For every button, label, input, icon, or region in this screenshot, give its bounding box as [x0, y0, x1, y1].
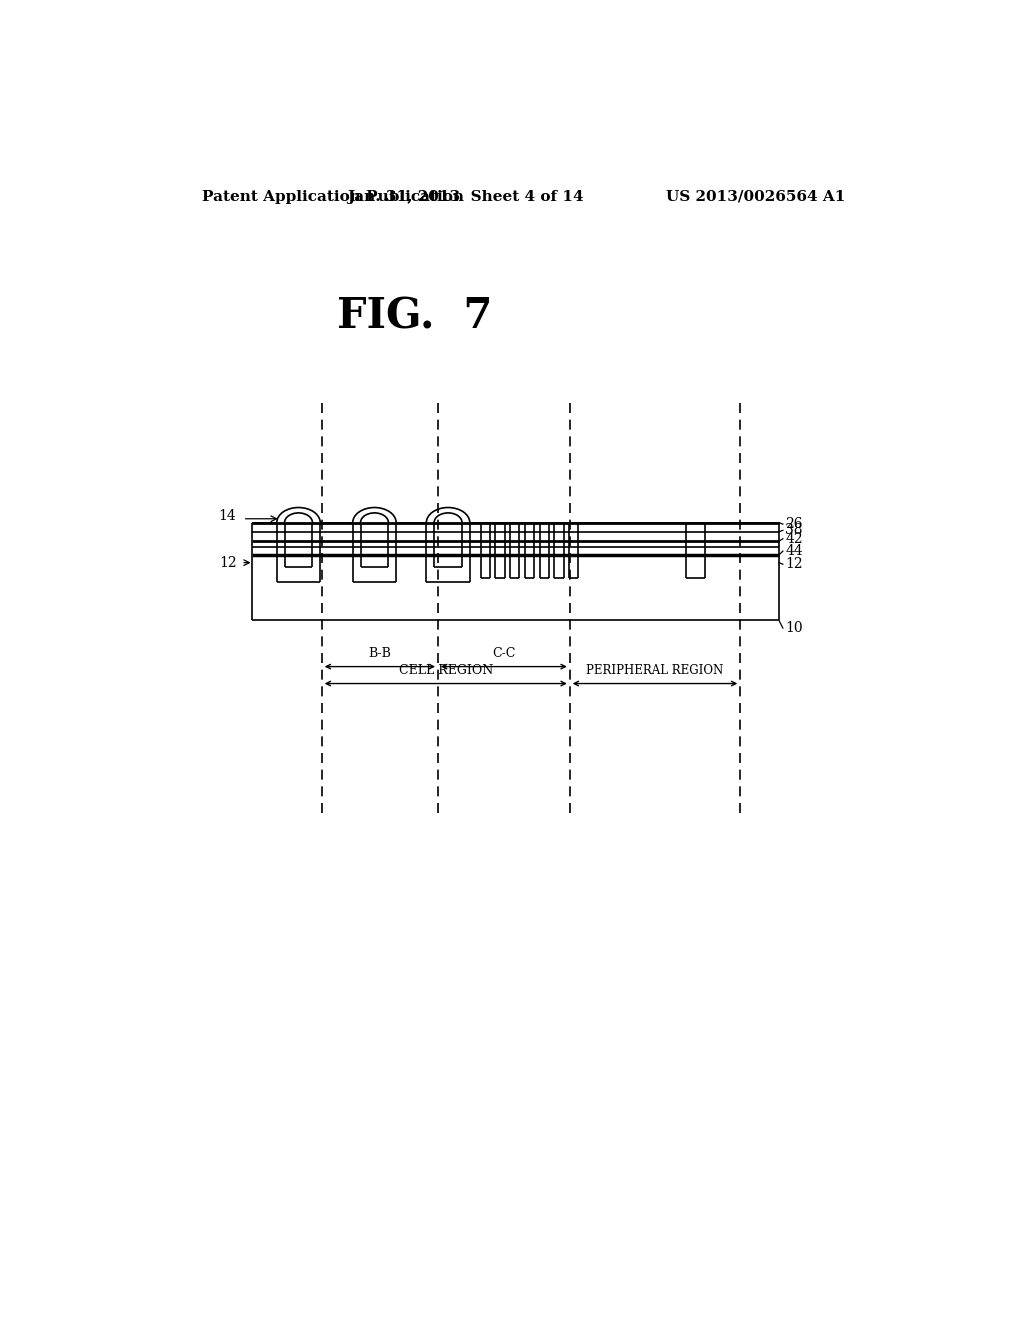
Text: US 2013/0026564 A1: US 2013/0026564 A1 [666, 190, 846, 203]
Text: 38: 38 [785, 523, 803, 537]
Text: 42: 42 [785, 532, 803, 545]
Text: CELL REGION: CELL REGION [398, 664, 493, 677]
Text: Jan. 31, 2013  Sheet 4 of 14: Jan. 31, 2013 Sheet 4 of 14 [347, 190, 584, 203]
Text: 12: 12 [785, 557, 803, 572]
Text: FIG.  7: FIG. 7 [337, 296, 493, 337]
Text: B-B: B-B [369, 647, 391, 660]
Text: 14: 14 [219, 510, 237, 524]
Text: 10: 10 [785, 622, 803, 635]
Text: Patent Application Publication: Patent Application Publication [202, 190, 464, 203]
Text: PERIPHERAL REGION: PERIPHERAL REGION [587, 664, 724, 677]
Text: C-C: C-C [493, 647, 515, 660]
Text: 12: 12 [219, 556, 237, 570]
Text: 26: 26 [785, 517, 803, 531]
Text: 44: 44 [785, 544, 803, 558]
